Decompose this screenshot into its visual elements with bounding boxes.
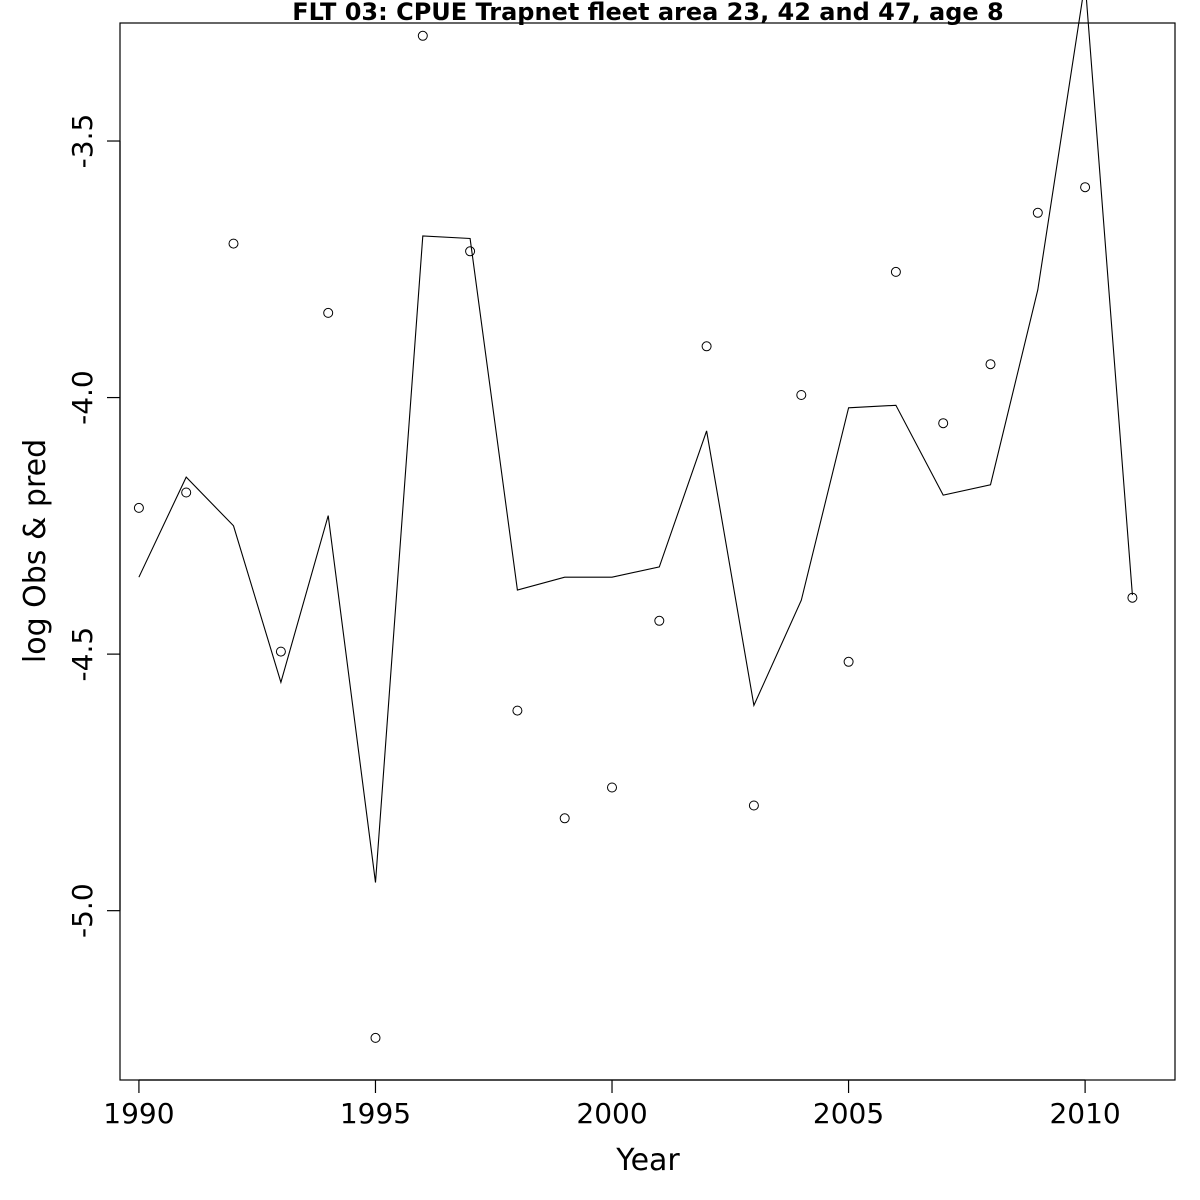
observed-point	[275, 646, 286, 657]
y-tick-label: -4.0	[66, 370, 99, 425]
observed-point	[512, 705, 523, 716]
x-tick-label: 2010	[1049, 1097, 1120, 1130]
chart-title: FLT 03: CPUE Trapnet fleet area 23, 42 a…	[292, 0, 1003, 26]
observed-point	[133, 502, 144, 513]
observed-point	[181, 487, 192, 498]
x-tick-label: 1995	[340, 1097, 411, 1130]
observed-point	[228, 238, 239, 249]
observed-point	[701, 341, 712, 352]
observed-point	[796, 390, 807, 400]
x-tick-label: 2005	[813, 1097, 884, 1130]
observed-series-points	[133, 30, 1138, 1043]
x-axis-label: Year	[615, 1143, 680, 1178]
observed-point	[843, 656, 854, 667]
observed-point	[654, 615, 665, 626]
observed-point	[985, 359, 996, 370]
observed-point	[370, 1032, 381, 1043]
observed-point	[938, 418, 949, 429]
y-tick-label: -5.0	[66, 883, 99, 938]
y-tick-label: -4.5	[66, 627, 99, 682]
observed-point	[1080, 182, 1091, 193]
predicted-series-line	[138, 0, 1133, 883]
observed-point	[607, 782, 617, 793]
observed-point	[1032, 207, 1043, 218]
y-tick-label: -3.5	[66, 114, 99, 169]
x-tick-label: 2000	[576, 1097, 647, 1130]
y-axis: -3.5 -4.0 -4.5 -5.0	[66, 114, 121, 938]
observed-point	[465, 246, 476, 257]
x-tick-label: 1990	[103, 1097, 174, 1130]
observed-point	[890, 266, 901, 277]
observed-point	[417, 30, 428, 41]
observed-point	[1127, 592, 1138, 603]
x-axis: 1990 1995 2000 2005 2010	[103, 1079, 1121, 1130]
observed-point	[559, 813, 570, 824]
observed-point	[748, 800, 759, 811]
y-axis-label: log Obs & pred	[18, 439, 53, 663]
observed-point	[323, 307, 334, 318]
plot-frame	[119, 22, 1176, 1081]
